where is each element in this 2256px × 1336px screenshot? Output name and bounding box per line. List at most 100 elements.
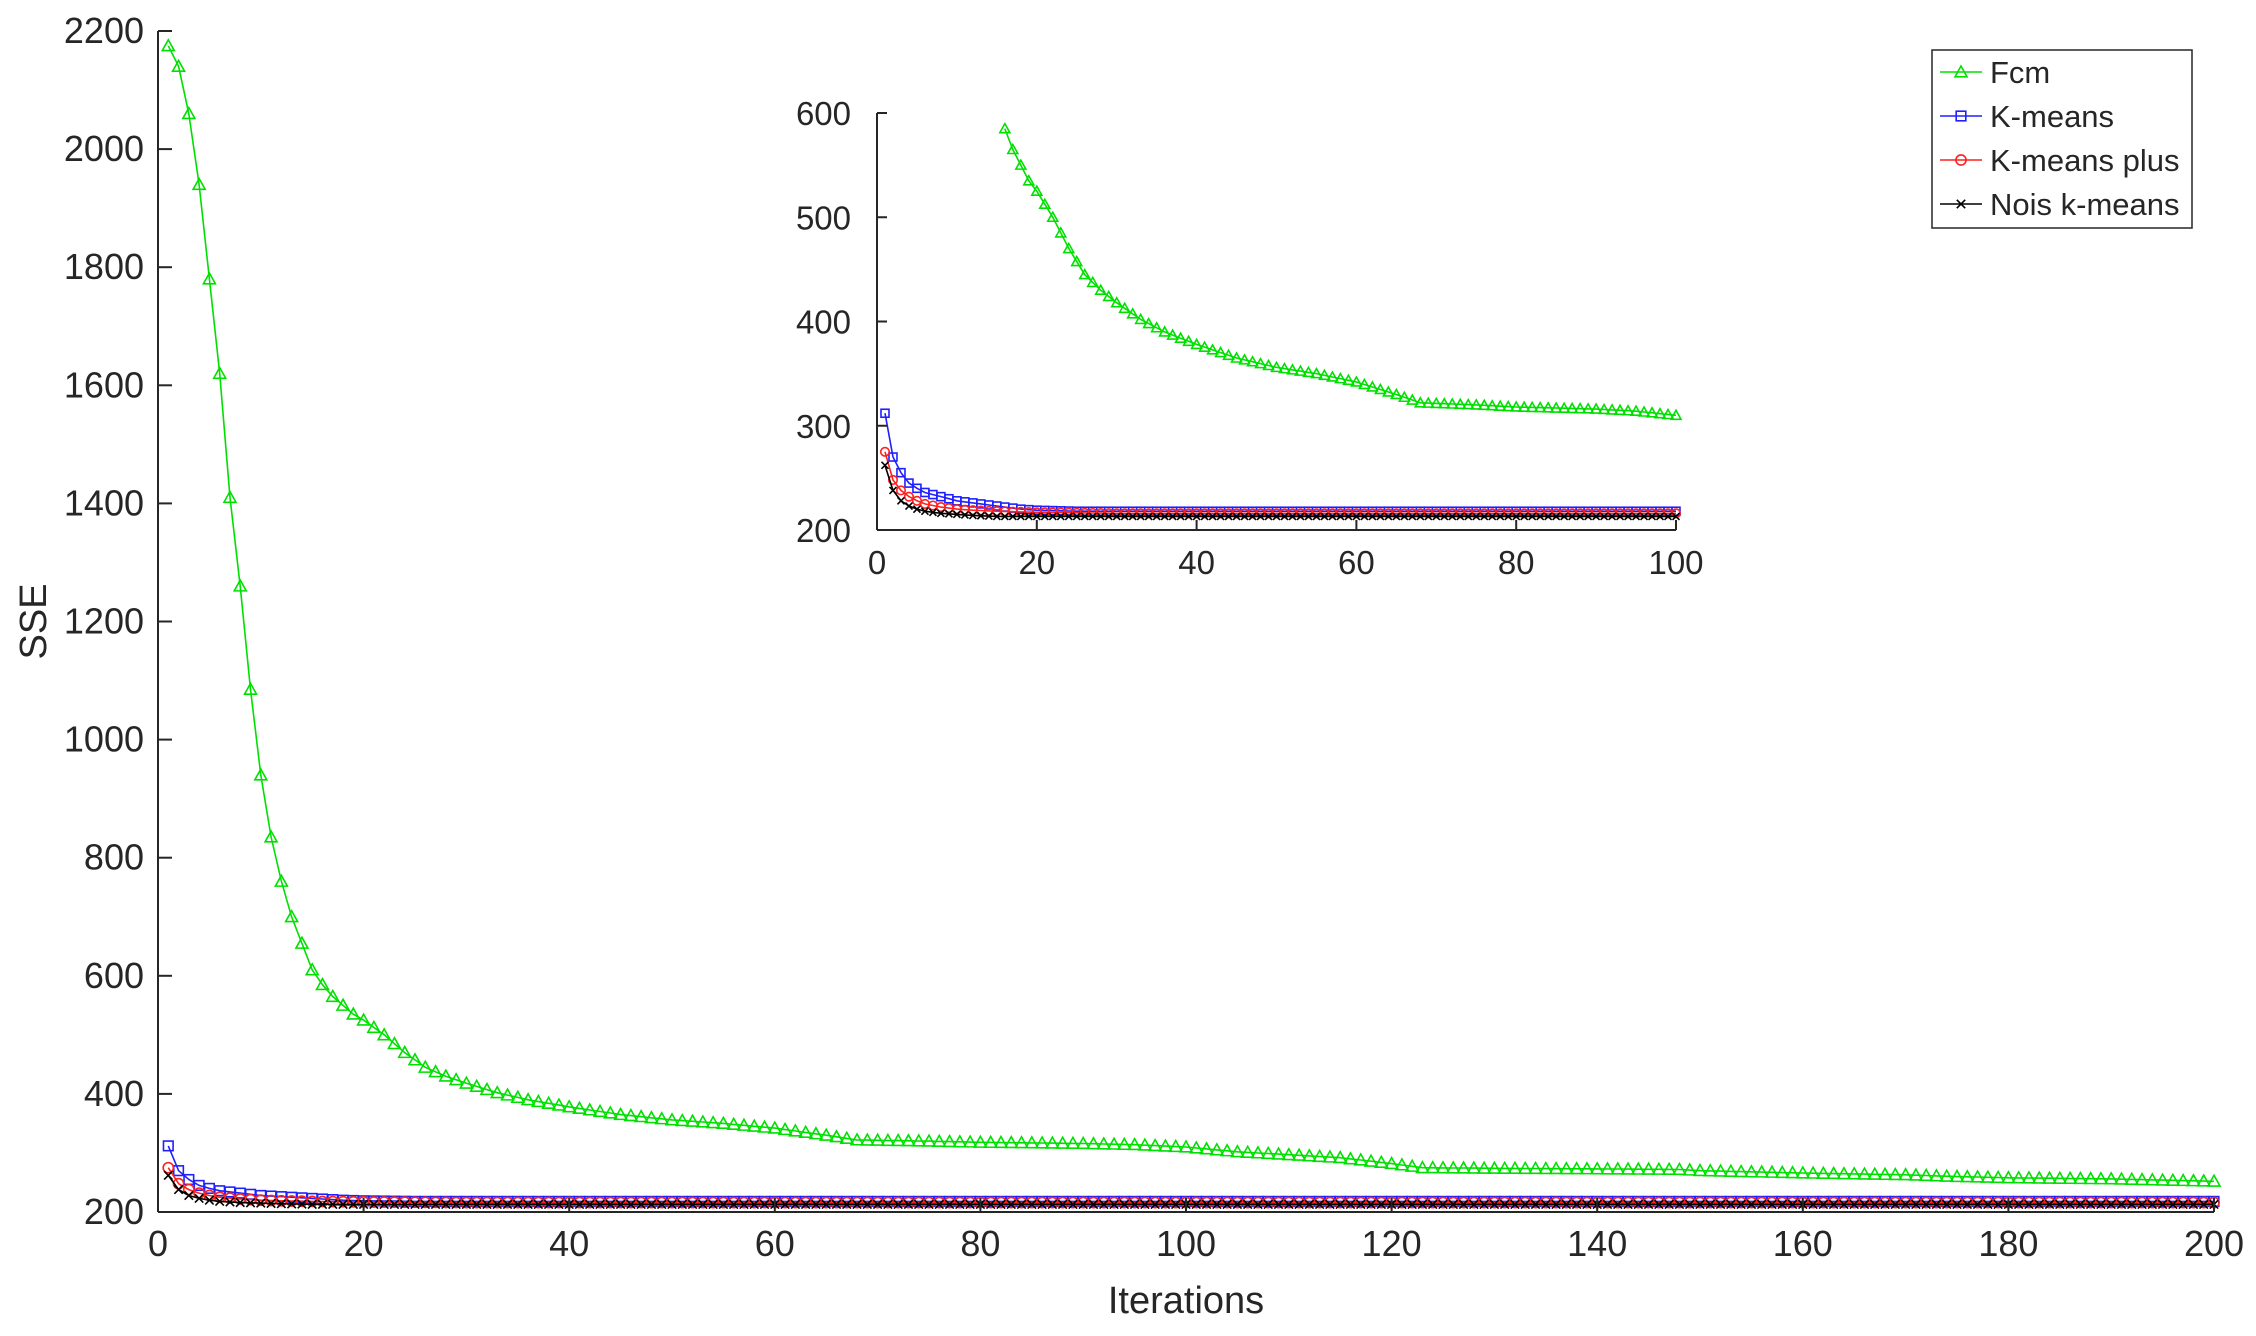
main-point-nois-k-means-49 — [667, 1199, 677, 1210]
inset-point-nois-k-means-44 — [1232, 512, 1241, 521]
main-point-fcm-33 — [500, 1087, 515, 1101]
main-point-fcm-67 — [849, 1132, 865, 1146]
inset-point-nois-k-means-41 — [1208, 512, 1217, 521]
main-point-nois-k-means-42 — [595, 1199, 605, 1210]
main-point-nois-k-means-40 — [574, 1199, 585, 1210]
main-point-nois-k-means-67 — [852, 1199, 862, 1210]
main-point-nois-k-means-121 — [1407, 1199, 1417, 1210]
inset-point-fcm-39 — [1310, 366, 1323, 379]
main-point-fcm-189 — [2103, 1171, 2119, 1185]
main-y-tick-label-9: 2000 — [64, 128, 144, 169]
inset-point-nois-k-means-74 — [1472, 512, 1481, 521]
main-point-fcm-125 — [1445, 1160, 1461, 1174]
main-point-nois-k-means-140 — [1602, 1199, 1613, 1210]
inset-point-nois-k-means-95 — [1639, 512, 1649, 521]
main-point-nois-k-means-23 — [399, 1199, 410, 1210]
inset-point-nois-k-means-66 — [1408, 512, 1417, 521]
main-point-nois-k-means-110 — [1294, 1199, 1304, 1210]
inset-point-fcm-7 — [1054, 226, 1068, 238]
main-point-nois-k-means-52 — [698, 1199, 708, 1210]
inset-point-fcm-11 — [1086, 275, 1100, 288]
inset-point-k-means-3 — [904, 478, 914, 488]
main-point-nois-k-means-194 — [2157, 1199, 2168, 1210]
main-point-fcm-79 — [973, 1134, 988, 1148]
inset-line-fcm — [1004, 128, 1677, 417]
main-point-fcm-150 — [1702, 1163, 1718, 1177]
main-point-nois-k-means-15 — [317, 1199, 328, 1210]
inset-point-nois-k-means-35 — [1160, 512, 1169, 521]
inset-point-fcm-84 — [1669, 408, 1683, 421]
main-point-nois-k-means-24 — [410, 1199, 420, 1210]
main-point-fcm-2 — [181, 106, 197, 120]
inset-point-nois-k-means-63 — [1384, 512, 1393, 521]
main-point-fcm-127 — [1466, 1160, 1482, 1174]
main-point-fcm-56 — [736, 1117, 752, 1131]
main-point-fcm-63 — [808, 1126, 824, 1140]
inset-point-nois-k-means-23 — [1064, 512, 1073, 521]
main-point-fcm-149 — [1692, 1163, 1708, 1177]
main-point-nois-k-means-157 — [1777, 1199, 1788, 1210]
inset-point-fcm-28 — [1222, 348, 1235, 361]
inset-point-fcm-12 — [1094, 283, 1108, 296]
main-point-nois-k-means-55 — [728, 1199, 739, 1210]
main-point-fcm-182 — [2031, 1170, 2047, 1184]
main-point-fcm-50 — [674, 1112, 690, 1127]
main-point-nois-k-means-46 — [636, 1199, 646, 1210]
main-point-fcm-89 — [1075, 1135, 1091, 1150]
inset-line-nois-k-means — [884, 465, 1676, 518]
main-point-fcm-100 — [1188, 1140, 1204, 1154]
main-point-nois-k-means-134 — [1541, 1199, 1551, 1210]
main-point-fcm-128 — [1476, 1160, 1492, 1174]
main-point-nois-k-means-198 — [2198, 1199, 2209, 1210]
main-point-nois-k-means-76 — [944, 1199, 955, 1210]
main-point-fcm-78 — [962, 1134, 978, 1148]
main-line-nois-k-means — [167, 1174, 2214, 1206]
main-point-nois-k-means-8 — [245, 1198, 256, 1208]
main-point-nois-k-means-31 — [482, 1199, 492, 1210]
inset-point-nois-k-means-14 — [992, 512, 1001, 521]
main-point-nois-k-means-118 — [1376, 1199, 1387, 1210]
inset-y-tick-label-3: 500 — [796, 199, 851, 236]
main-point-fcm-69 — [870, 1132, 885, 1146]
main-point-fcm-160 — [1805, 1165, 1821, 1179]
main-point-nois-k-means-37 — [543, 1199, 554, 1210]
main-point-fcm-45 — [623, 1107, 639, 1122]
main-point-nois-k-means-186 — [2075, 1199, 2086, 1210]
legend-marker-nois-k-means — [1956, 199, 1966, 209]
main-point-fcm-124 — [1435, 1160, 1451, 1174]
main-point-fcm-111 — [1302, 1148, 1317, 1162]
inset-point-nois-k-means-36 — [1168, 512, 1177, 521]
main-point-nois-k-means-10 — [266, 1198, 276, 1209]
main-point-fcm-96 — [1147, 1137, 1163, 1152]
main-point-nois-k-means-36 — [533, 1199, 544, 1210]
main-point-nois-k-means-27 — [441, 1199, 451, 1210]
main-point-fcm-116 — [1353, 1152, 1369, 1166]
inset-point-nois-k-means-64 — [1392, 512, 1401, 521]
inset-point-nois-k-means-6 — [928, 508, 937, 517]
inset-point-fcm-36 — [1286, 363, 1299, 375]
inset-point-nois-k-means-29 — [1112, 512, 1121, 521]
main-point-nois-k-means-130 — [1499, 1199, 1510, 1210]
main-point-fcm-119 — [1384, 1155, 1399, 1170]
main-point-fcm-51 — [685, 1113, 700, 1127]
main-point-nois-k-means-185 — [2065, 1199, 2075, 1210]
main-point-fcm-39 — [561, 1099, 577, 1113]
inset-point-fcm-51 — [1405, 393, 1419, 405]
inset-point-nois-k-means-20 — [1040, 512, 1049, 521]
inset-point-fcm-21 — [1166, 328, 1179, 340]
inset-point-nois-k-means-17 — [1016, 512, 1025, 521]
main-point-nois-k-means-28 — [451, 1199, 461, 1210]
main-point-fcm-92 — [1106, 1136, 1122, 1150]
inset-point-nois-k-means-24 — [1072, 512, 1081, 521]
main-point-fcm-36 — [531, 1093, 546, 1108]
main-point-nois-k-means-11 — [276, 1198, 287, 1209]
main-point-nois-k-means-193 — [2147, 1199, 2158, 1210]
main-point-nois-k-means-168 — [1890, 1199, 1901, 1210]
main-point-nois-k-means-191 — [2126, 1199, 2137, 1210]
main-point-fcm-139 — [1589, 1161, 1605, 1175]
main-point-nois-k-means-41 — [584, 1199, 595, 1210]
main-point-nois-k-means-4 — [204, 1195, 215, 1205]
main-point-fcm-12 — [284, 909, 299, 923]
main-point-nois-k-means-183 — [2044, 1199, 2055, 1210]
main-point-fcm-184 — [2052, 1170, 2068, 1184]
